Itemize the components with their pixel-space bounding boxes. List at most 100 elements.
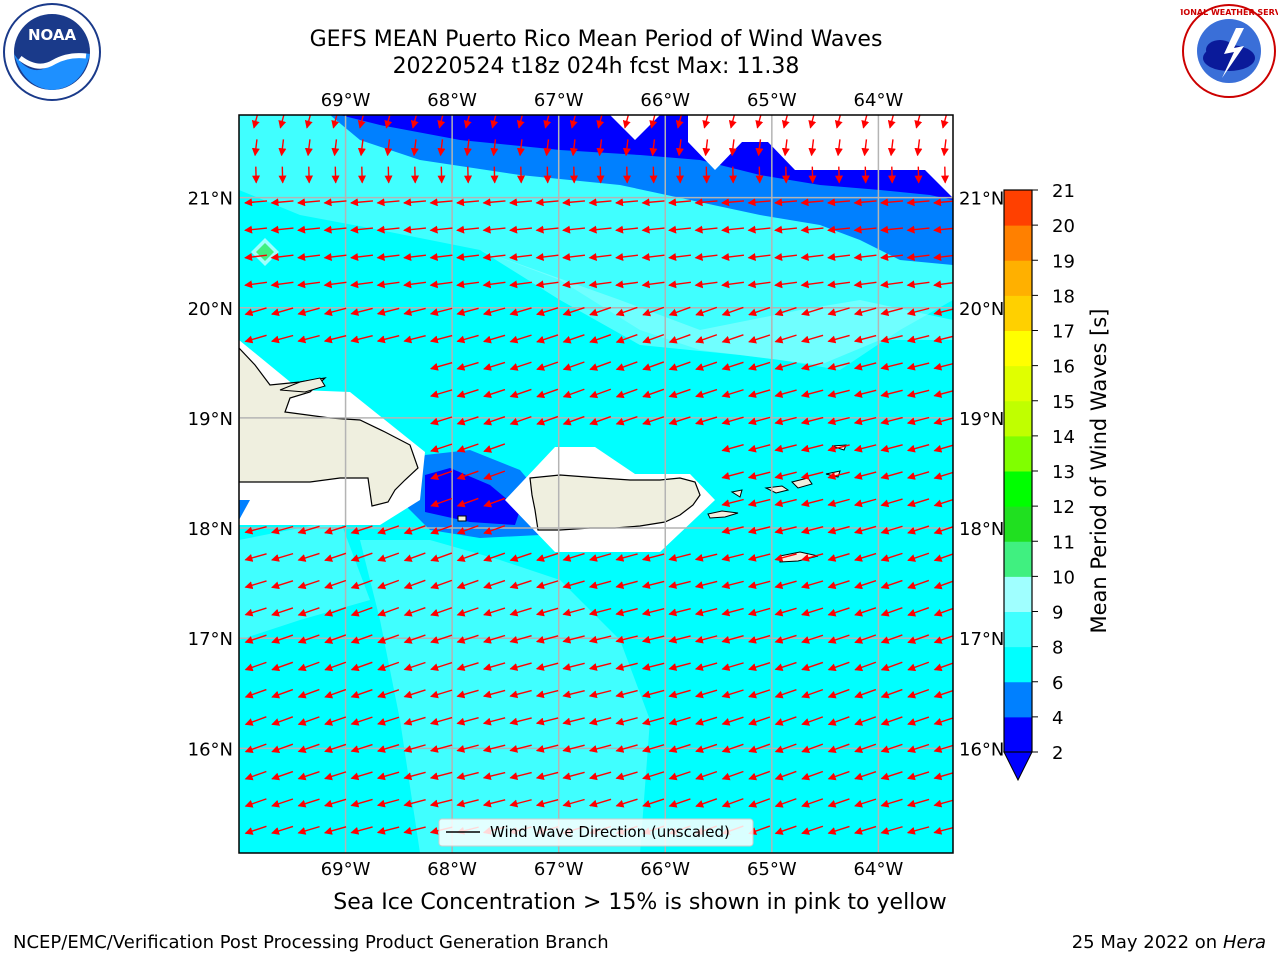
latitude-label: 21°N <box>959 189 1004 210</box>
wind-wave-arrow <box>668 771 691 781</box>
wind-wave-arrow <box>907 525 930 535</box>
wind-wave-arrow <box>774 526 797 535</box>
wind-wave-arrow <box>827 825 850 835</box>
wind-wave-arrow <box>588 717 612 726</box>
wind-wave-arrow <box>516 139 525 157</box>
wind-wave-arrow <box>694 225 718 234</box>
wind-wave-arrow <box>827 307 850 317</box>
colorbar-segment <box>1004 260 1032 296</box>
wind-wave-arrow <box>827 798 850 808</box>
wind-wave-arrow <box>747 634 771 644</box>
wind-wave-arrow <box>244 661 267 672</box>
wind-wave-arrow <box>933 362 953 371</box>
colorbar-segment <box>1004 506 1032 542</box>
wind-wave-arrow <box>642 361 665 371</box>
wind-wave-arrow <box>429 799 453 808</box>
wind-wave-arrow <box>827 252 851 261</box>
wind-wave-arrow <box>615 608 638 617</box>
wind-wave-arrow <box>430 497 453 508</box>
wind-wave-arrow <box>615 717 638 726</box>
wind-wave-arrow <box>781 139 790 157</box>
wind-wave-arrow <box>747 580 771 589</box>
wind-wave-arrow <box>535 198 559 207</box>
wind-wave-arrow <box>774 198 798 207</box>
wind-wave-arrow <box>721 471 744 480</box>
wind-wave-arrow <box>774 444 797 453</box>
wind-wave-arrow <box>456 525 479 535</box>
wind-wave-arrow <box>244 580 267 590</box>
wind-wave-arrow <box>702 115 711 129</box>
colorbar-tick-label: 2 <box>1052 743 1063 764</box>
wind-wave-arrow <box>324 552 347 562</box>
wind-wave-arrow <box>271 661 294 672</box>
wind-wave-arrow <box>323 826 347 835</box>
wind-wave-arrow <box>588 662 612 671</box>
wind-wave-arrow <box>251 115 260 129</box>
wind-wave-arrow <box>304 115 313 129</box>
wind-wave-arrow <box>642 798 665 808</box>
wind-wave-arrow <box>880 225 904 234</box>
wind-wave-arrow <box>536 334 559 344</box>
wind-wave-arrow <box>827 525 850 535</box>
wind-wave-arrow <box>906 389 930 398</box>
wind-wave-arrow <box>297 552 320 562</box>
wind-wave-arrow <box>747 607 771 617</box>
wind-wave-arrow <box>721 526 744 535</box>
wind-wave-arrow <box>376 771 400 781</box>
wind-wave-arrow <box>933 772 953 781</box>
wind-wave-arrow <box>800 416 824 426</box>
wind-wave-arrow <box>827 225 851 234</box>
wind-wave-arrow <box>774 661 797 672</box>
noaa-logo: NOAA <box>3 3 101 101</box>
wind-wave-arrow <box>456 443 479 453</box>
wind-wave-arrow <box>933 444 953 453</box>
wind-wave-arrow <box>694 252 718 261</box>
wind-wave-arrow <box>482 225 506 234</box>
wind-wave-arrow <box>377 716 400 726</box>
latitude-label: 18°N <box>188 519 233 540</box>
wind-wave-arrow <box>430 416 453 426</box>
wind-wave-arrow <box>403 689 426 699</box>
wind-wave-arrow <box>456 771 479 781</box>
wind-wave-arrow <box>377 552 400 562</box>
wind-wave-arrow <box>880 743 903 753</box>
wind-wave-arrow <box>588 607 612 617</box>
latitude-label: 16°N <box>959 739 1004 760</box>
wind-wave-arrow <box>535 717 559 726</box>
wind-wave-arrow <box>350 661 373 672</box>
wind-wave-arrow <box>827 634 850 644</box>
wind-wave-arrow <box>509 552 532 562</box>
wind-wave-arrow <box>509 280 532 289</box>
wind-wave-arrow <box>535 689 559 699</box>
wind-wave-arrow <box>562 689 585 699</box>
colorbar: 2 4 6 8 9 10 11 12 13 14 15 16 17 18 19 20 21 <box>1003 181 1075 782</box>
wind-wave-arrow <box>270 280 294 289</box>
wind-wave-arrow <box>429 280 453 289</box>
wind-wave-arrow <box>615 635 638 644</box>
wind-wave-arrow <box>827 661 850 672</box>
wind-wave-arrow <box>562 771 585 781</box>
wind-wave-arrow <box>456 689 479 699</box>
wind-wave-arrow <box>244 743 267 754</box>
wind-wave-arrow <box>880 389 903 398</box>
wind-wave-arrow <box>675 115 684 129</box>
wind-wave-arrow <box>297 607 320 617</box>
wind-wave-arrow <box>854 798 877 808</box>
wind-wave-arrow <box>615 225 639 234</box>
wind-wave-arrow <box>695 716 718 726</box>
colorbar-segment <box>1004 295 1032 331</box>
wind-wave-arrow <box>906 416 930 426</box>
colorbar-tick-label: 19 <box>1052 251 1075 272</box>
wind-wave-arrow <box>429 225 453 234</box>
wind-wave-arrow <box>907 579 930 590</box>
colorbar-tick-label: 12 <box>1052 497 1075 518</box>
wind-wave-arrow <box>668 580 691 589</box>
wind-wave-arrow <box>721 361 744 371</box>
wind-wave-arrow <box>615 306 638 317</box>
wind-wave-arrow <box>675 139 684 157</box>
wind-wave-arrow <box>808 139 817 157</box>
wind-wave-arrow <box>721 743 744 753</box>
wind-wave-arrow <box>861 115 870 129</box>
latitude-labels-right: 21°N 20°N 19°N 18°N 17°N 16°N <box>959 189 1004 761</box>
